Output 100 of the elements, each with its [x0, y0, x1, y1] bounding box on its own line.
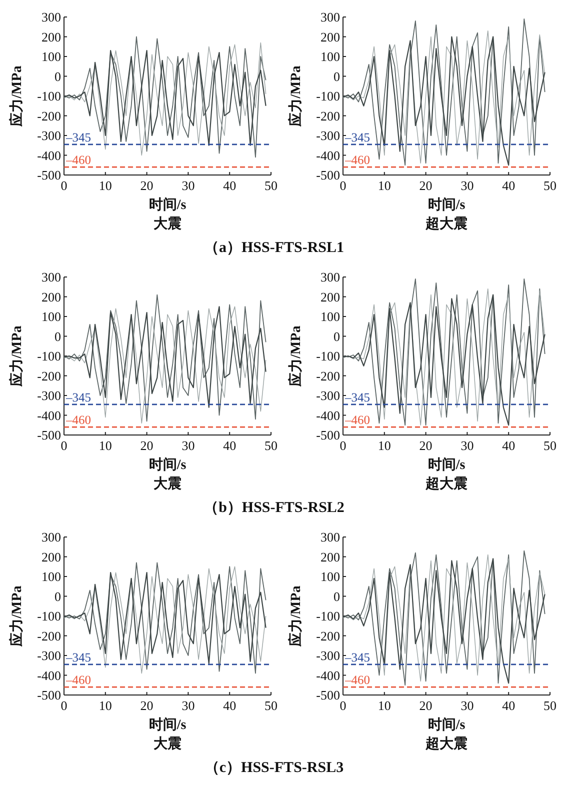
- y-tick-label: 200: [320, 549, 340, 564]
- y-tick-label: -400: [37, 408, 61, 423]
- text: 大震: [154, 216, 182, 232]
- y-tick-label: 0: [54, 328, 61, 344]
- y-tick-label: -300: [37, 128, 61, 143]
- x-axis-title: 时间/s: [148, 457, 187, 473]
- ref-line-label: –345: [344, 390, 370, 404]
- x-axis-title: 时间/s: [428, 197, 466, 213]
- y-tick-label: -200: [37, 368, 61, 384]
- text: 超大震: [424, 216, 468, 232]
- ref-line-label: –345: [65, 650, 91, 664]
- y-tick-label: -400: [316, 408, 340, 423]
- y-tick-label: 200: [320, 289, 340, 304]
- y-axis-title: 应力/MPa: [8, 66, 25, 128]
- x-tick-label: 20: [140, 438, 154, 453]
- y-tick-label: 300: [42, 530, 61, 544]
- x-tick-label: 20: [140, 178, 154, 193]
- y-tick-label: -400: [37, 668, 61, 683]
- x-tick-label: 30: [460, 698, 474, 713]
- text: 超大震: [424, 736, 468, 752]
- y-axis-title: 应力/MPa: [287, 66, 304, 128]
- ref-line-label: –345: [65, 130, 91, 144]
- y-tick-label: 300: [320, 270, 340, 284]
- x-tick-label: 40: [223, 698, 236, 713]
- text: （a）HSS-FTS-RSL1: [204, 240, 344, 256]
- y-axis-title: 应力/MPa: [8, 586, 25, 648]
- text: （c）HSS-FTS-RSL3: [204, 760, 344, 776]
- y-tick-label: -500: [37, 688, 61, 702]
- x-tick-label: 10: [378, 698, 391, 713]
- y-tick-label: -400: [316, 668, 340, 683]
- y-tick-label: 100: [42, 569, 61, 584]
- y-axis-title: 应力/MPa: [287, 586, 304, 648]
- x-tick-label: 10: [98, 438, 112, 453]
- x-tick-label: 20: [419, 698, 432, 713]
- x-tick-label: 50: [264, 178, 278, 193]
- y-tick-label: -500: [316, 428, 340, 442]
- x-tick-label: 10: [378, 178, 391, 193]
- y-tick-label: 200: [42, 29, 61, 44]
- y-tick-label: -200: [37, 108, 61, 124]
- x-tick-label: 10: [378, 438, 391, 453]
- text: 大震: [154, 476, 182, 492]
- y-tick-label: 0: [54, 68, 61, 84]
- x-tick-label: 30: [460, 438, 474, 453]
- y-tick-label: 300: [42, 10, 61, 24]
- y-tick-label: -300: [37, 388, 61, 403]
- y-tick-label: -200: [316, 108, 340, 124]
- x-tick-label: 30: [182, 698, 195, 713]
- x-tick-label: 20: [419, 438, 432, 453]
- y-tick-label: 200: [320, 29, 340, 44]
- ref-line-label: –460: [344, 413, 370, 428]
- y-tick-label: 200: [42, 549, 61, 564]
- y-tick-label: 300: [320, 10, 340, 24]
- y-axis-title: 应力/MPa: [287, 326, 304, 388]
- x-tick-label: 50: [544, 178, 556, 193]
- y-tick-label: 100: [320, 309, 340, 324]
- x-tick-label: 50: [264, 698, 278, 713]
- y-tick-label: 0: [334, 588, 340, 604]
- x-tick-label: 20: [419, 178, 432, 193]
- y-tick-label: -100: [37, 88, 61, 104]
- y-tick-label: -300: [37, 648, 61, 663]
- x-tick-label: 40: [502, 178, 516, 193]
- y-tick-label: -200: [316, 368, 340, 384]
- y-tick-label: -400: [316, 148, 340, 163]
- x-tick-label: 40: [502, 438, 516, 453]
- y-axis-title: 应力/MPa: [8, 326, 25, 388]
- y-tick-label: 100: [320, 49, 340, 64]
- y-tick-label: -200: [37, 628, 61, 644]
- x-tick-label: 10: [98, 178, 112, 193]
- x-tick-label: 10: [98, 698, 112, 713]
- x-tick-label: 50: [544, 438, 556, 453]
- y-tick-label: -400: [37, 148, 61, 163]
- y-tick-label: -300: [316, 128, 340, 143]
- x-tick-label: 30: [460, 178, 474, 193]
- x-tick-label: 20: [140, 698, 154, 713]
- y-tick-label: -100: [37, 348, 61, 364]
- x-axis-title: 时间/s: [148, 717, 187, 733]
- y-tick-label: 300: [320, 530, 340, 544]
- x-tick-label: 40: [223, 178, 236, 193]
- text: 超大震: [424, 476, 468, 492]
- y-tick-label: 0: [54, 588, 61, 604]
- y-tick-label: -300: [316, 648, 340, 663]
- y-tick-label: -100: [316, 348, 340, 364]
- y-tick-label: 200: [42, 289, 61, 304]
- x-tick-label: 50: [264, 438, 278, 453]
- text: （b）HSS-FTS-RSL2: [204, 500, 344, 516]
- y-tick-label: -500: [316, 168, 340, 182]
- y-tick-label: -100: [37, 608, 61, 624]
- x-axis-title: 时间/s: [428, 717, 466, 733]
- ref-line-label: –460: [344, 673, 370, 688]
- y-tick-label: 0: [334, 68, 340, 84]
- y-tick-label: 100: [42, 309, 61, 324]
- ref-line-label: –460: [65, 673, 91, 688]
- x-tick-label: 40: [223, 438, 236, 453]
- y-tick-label: -100: [316, 608, 340, 624]
- x-axis-title: 时间/s: [148, 197, 187, 213]
- x-axis-title: 时间/s: [428, 457, 466, 473]
- x-tick-label: 40: [502, 698, 516, 713]
- ref-line-label: –345: [65, 390, 91, 404]
- y-tick-label: 0: [334, 328, 340, 344]
- y-tick-label: -300: [316, 388, 340, 403]
